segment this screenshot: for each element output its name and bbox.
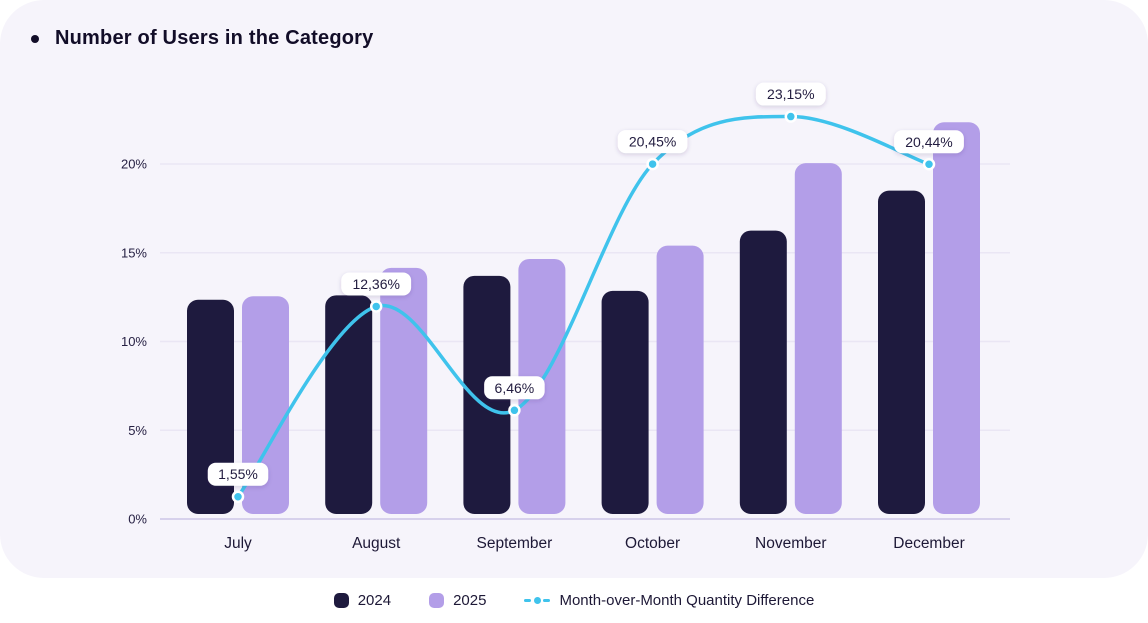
legend-label-2025: 2025: [453, 592, 487, 609]
y-tick-0%: 0%: [128, 512, 147, 527]
x-label-september: September: [476, 535, 552, 552]
line-point-december[interactable]: [922, 158, 936, 171]
line-point-september[interactable]: [508, 404, 521, 417]
line-point-november[interactable]: [784, 110, 798, 123]
bar-2024-october[interactable]: [601, 290, 649, 514]
y-tick-15%: 15%: [121, 245, 147, 260]
chart-title: Number of Users in the Category: [55, 27, 374, 49]
bar-2025-august[interactable]: [380, 267, 428, 514]
bar-2024-november[interactable]: [739, 230, 787, 514]
bar-2024-december[interactable]: [878, 190, 925, 514]
y-tick-20%: 20%: [121, 157, 147, 172]
tooltip-september: 6,46%: [484, 376, 545, 400]
svg-text:23,15%: 23,15%: [767, 86, 814, 102]
tooltip-august: 12,36%: [341, 272, 412, 296]
svg-text:1,55%: 1,55%: [218, 466, 258, 482]
bar-2025-december[interactable]: [933, 122, 980, 514]
bullet-icon: [31, 34, 39, 43]
x-label-november: November: [755, 535, 827, 552]
legend-label-line-series: Month-over-Month Quantity Difference: [559, 592, 815, 609]
y-tick-5%: 5%: [128, 423, 147, 438]
tooltip-october: 20,45%: [617, 130, 688, 154]
svg-text:20,45%: 20,45%: [629, 134, 676, 150]
x-label-december: December: [893, 535, 965, 552]
bar-2025-november[interactable]: [794, 163, 842, 515]
tooltip-july: 1,55%: [207, 462, 269, 486]
legend-swatch-2024-icon: [333, 593, 349, 608]
svg-text:20,44%: 20,44%: [905, 134, 952, 150]
legend-item-2025[interactable]: 2025: [429, 592, 486, 609]
chart-canvas: 0% 5% 10% 15% 20% July August September October N…: [121, 82, 1010, 552]
svg-text:12,36%: 12,36%: [352, 276, 399, 292]
line-point-august[interactable]: [369, 300, 383, 313]
legend-item-2024[interactable]: 2024: [333, 592, 392, 609]
x-label-october: October: [625, 535, 680, 552]
legend: 2024 2025 Month-over-Month Quantity Diff…: [0, 578, 1148, 623]
x-label-august: August: [352, 535, 401, 552]
tooltip-december: 20,44%: [894, 130, 964, 154]
legend-label-2024: 2024: [357, 592, 392, 609]
bar-2024-july[interactable]: [187, 299, 234, 514]
line-point-july[interactable]: [231, 490, 245, 503]
bar-2025-july[interactable]: [242, 296, 289, 514]
y-tick-10%: 10%: [121, 334, 147, 349]
line-point-october[interactable]: [646, 157, 659, 171]
legend-item-line-series[interactable]: Month-over-Month Quantity Difference: [524, 592, 814, 609]
x-label-july: July: [224, 535, 252, 552]
bar-2024-august[interactable]: [325, 295, 373, 514]
legend-swatch-2025-icon: [429, 593, 445, 608]
dash-dot-dash-icon: [524, 597, 551, 604]
chart-header: Number of Users in the Category: [31, 27, 374, 50]
svg-text:6,46%: 6,46%: [495, 380, 535, 396]
tooltip-november: 23,15%: [755, 82, 826, 106]
bar-2025-october[interactable]: [656, 245, 704, 514]
